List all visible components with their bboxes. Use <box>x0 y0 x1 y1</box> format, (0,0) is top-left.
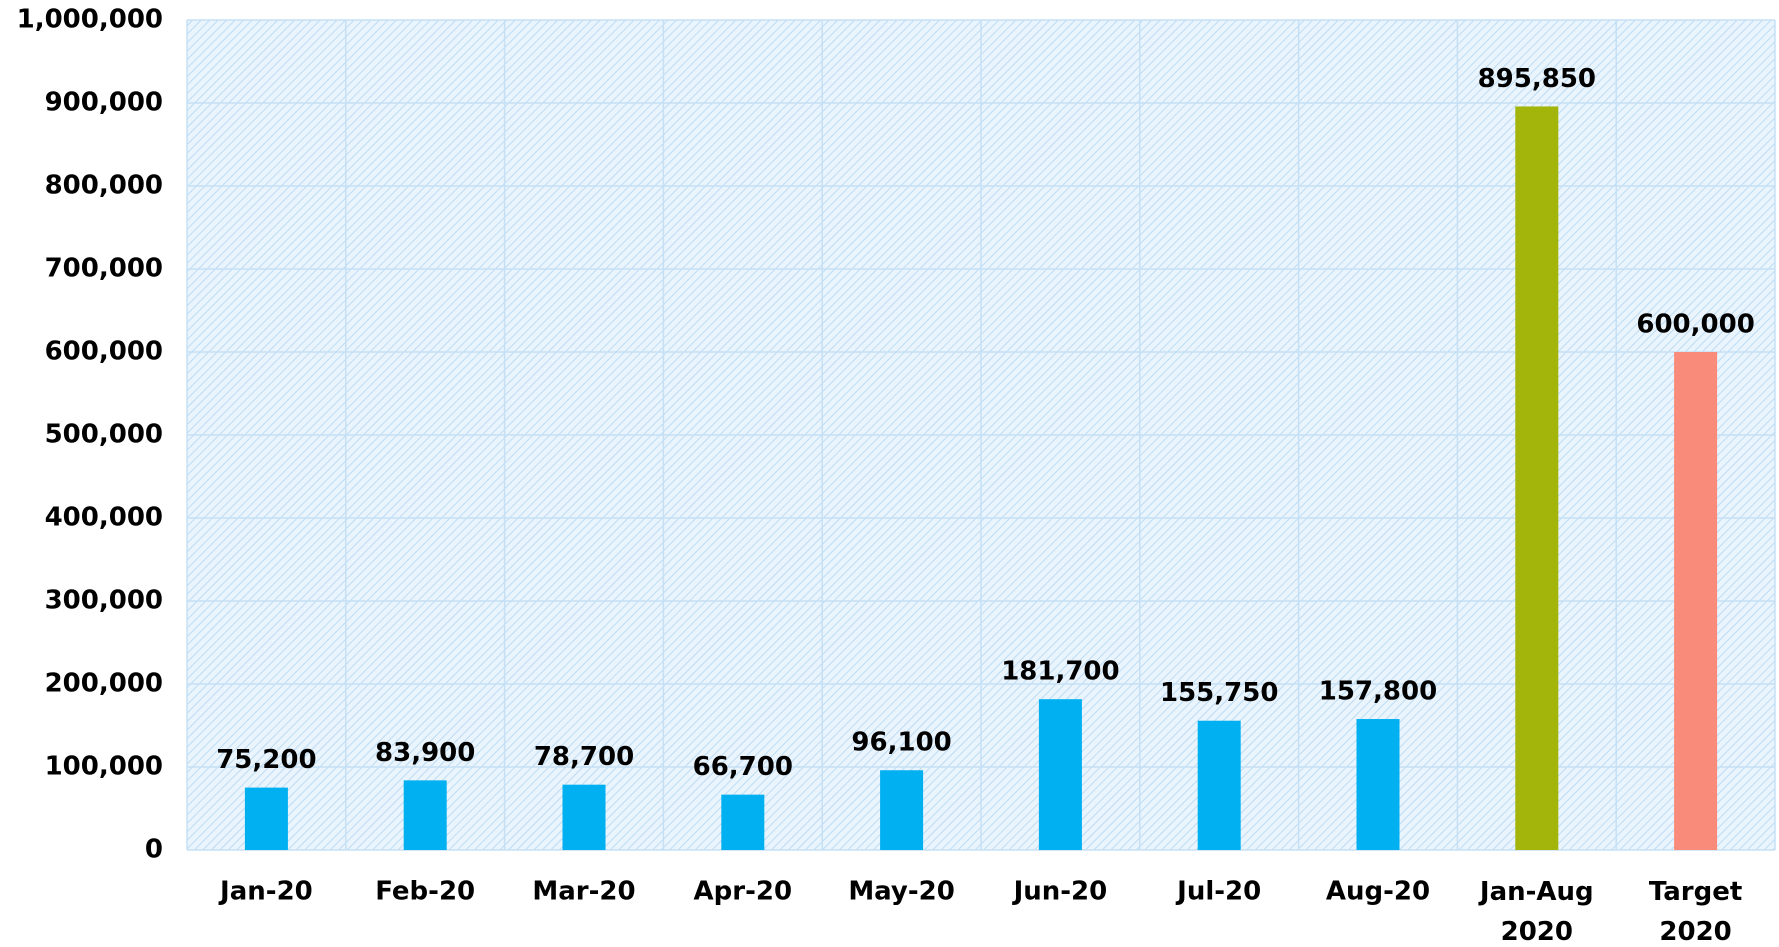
bar <box>880 770 924 850</box>
data-label: 600,000 <box>1636 310 1754 340</box>
y-tick-label: 900,000 <box>45 88 163 118</box>
bar <box>562 784 606 850</box>
data-label: 83,900 <box>375 738 475 768</box>
data-label: 96,100 <box>851 728 951 758</box>
y-tick-label: 400,000 <box>45 503 163 533</box>
bar <box>1356 719 1400 850</box>
bar <box>1197 720 1241 850</box>
x-tick-label: Jul-20 <box>1175 877 1261 907</box>
data-label: 75,200 <box>216 745 316 775</box>
x-tick-label: Aug-20 <box>1326 877 1430 907</box>
x-tick-label: Target 2020 <box>1649 877 1742 947</box>
data-label: 157,800 <box>1319 677 1437 707</box>
bar <box>1038 699 1082 850</box>
y-tick-label: 500,000 <box>45 420 163 450</box>
y-tick-label: 0 <box>145 835 163 865</box>
y-tick-label: 700,000 <box>45 254 163 284</box>
bar <box>244 787 288 850</box>
y-tick-label: 1,000,000 <box>17 5 163 35</box>
y-tick-label: 800,000 <box>45 171 163 201</box>
y-tick-label: 600,000 <box>45 337 163 367</box>
x-tick-label: Jan-Aug 2020 <box>1478 877 1594 947</box>
bar <box>1674 352 1718 850</box>
y-tick-label: 100,000 <box>45 752 163 782</box>
x-tick-label: Apr-20 <box>694 877 793 907</box>
data-label: 78,700 <box>534 742 634 772</box>
x-tick-label: Jun-20 <box>1012 877 1108 907</box>
bar <box>721 794 765 850</box>
bar <box>1515 106 1559 850</box>
data-label: 155,750 <box>1160 678 1278 708</box>
x-tick-label: Jan-20 <box>218 877 313 907</box>
y-tick-label: 300,000 <box>45 586 163 616</box>
x-tick-label: Feb-20 <box>375 877 475 907</box>
y-tick-label: 200,000 <box>45 669 163 699</box>
x-tick-label: Mar-20 <box>532 877 635 907</box>
data-label: 66,700 <box>693 752 793 782</box>
bar <box>403 780 447 850</box>
x-tick-label: May-20 <box>848 877 955 907</box>
data-label: 895,850 <box>1478 64 1596 94</box>
data-label: 181,700 <box>1001 657 1119 687</box>
